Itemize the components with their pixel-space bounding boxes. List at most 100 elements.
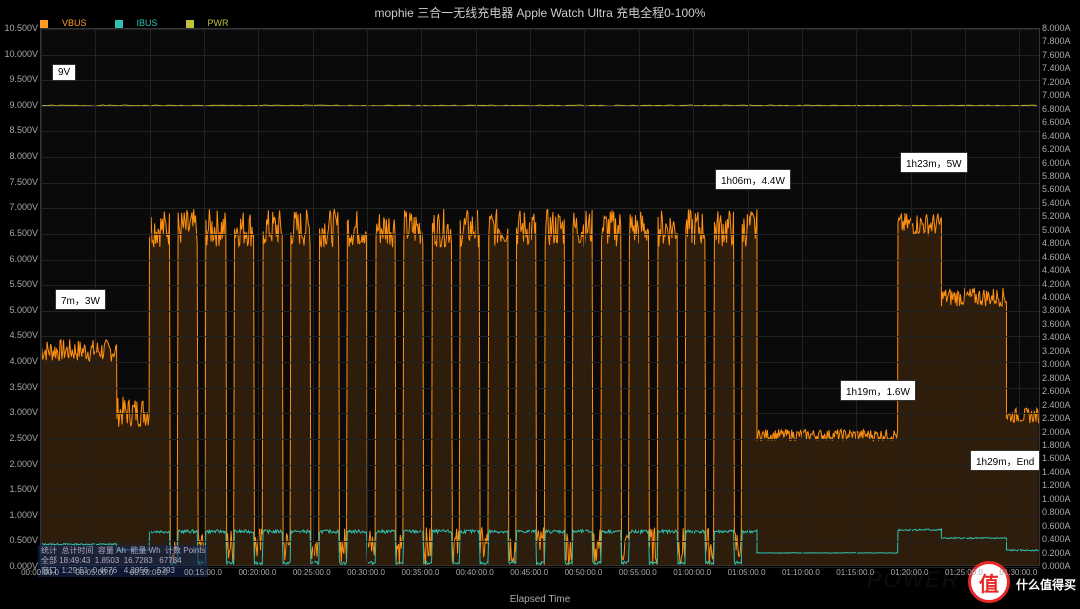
xtick: 01:00:00.0 [673,568,711,577]
xtick: 00:05:00.0 [75,568,113,577]
gridline-h [41,336,1039,337]
legend-item: VBUS [40,18,101,28]
ytick-right-a: 3.200A [1042,346,1071,356]
gridline-h [41,413,1039,414]
ytick-left: 2.000V [2,459,38,469]
ytick-right-a: 3.600A [1042,319,1071,329]
xtick: 00:40:00.0 [456,568,494,577]
gridline-h [41,362,1039,363]
ytick-right-a: 7.600A [1042,50,1071,60]
ytick-right-a: 6.200A [1042,144,1071,154]
gridline-h [41,55,1039,56]
xtick: 00:20:00.0 [238,568,276,577]
ytick-left: 7.000V [2,202,38,212]
ytick-left: 9.000V [2,100,38,110]
legend-label: VBUS [62,18,87,28]
gridline-v [693,29,694,565]
gridline-h [41,285,1039,286]
chart-root: mophie 三合一无线充电器 Apple Watch Ultra 充电全程0-… [0,0,1080,609]
gridline-v [802,29,803,565]
gridline-v [965,29,966,565]
ytick-right-a: 0.400A [1042,534,1071,544]
gridline-h [41,541,1039,542]
ytick-right-a: 7.200A [1042,77,1071,87]
ytick-left: 7.500V [2,177,38,187]
legend-label: IBUS [137,18,158,28]
watermark-text: 什么值得买 [1016,576,1076,593]
ytick-left: 2.500V [2,433,38,443]
gridline-v [258,29,259,565]
ytick-right-a: 0.200A [1042,548,1071,558]
ytick-right-a: 0.800A [1042,507,1071,517]
xtick: 01:15:00.0 [836,568,874,577]
ytick-right-a: 2.200A [1042,413,1071,423]
annotation-box: 1h19m，1.6W [840,380,916,401]
gridline-v [584,29,585,565]
xtick: 01:10:00.0 [782,568,820,577]
stats-row-all: 全部 18:49:43 1.8503 16.7283 67784 [41,556,182,565]
xtick: 00:25:00.0 [293,568,331,577]
ytick-left: 9.500V [2,74,38,84]
annotation-box: 1h06m，4.4W [715,169,791,190]
gridline-h [41,183,1039,184]
stats-header: 统计 总计时间 容量 Ah 能量 Wh 计数 Points [41,546,205,555]
xtick: 00:15:00.0 [184,568,222,577]
ytick-right-a: 4.000A [1042,292,1071,302]
ytick-right-a: 7.400A [1042,63,1071,73]
ytick-left: 5.500V [2,279,38,289]
xtick: 01:05:00.0 [728,568,766,577]
ytick-right-a: 3.800A [1042,305,1071,315]
x-axis-label: Elapsed Time [0,594,1080,605]
ytick-left: 6.000V [2,254,38,264]
gridline-h [41,80,1039,81]
gridline-v [476,29,477,565]
gridline-h [41,260,1039,261]
ytick-left: 3.500V [2,382,38,392]
ytick-right-a: 4.800A [1042,238,1071,248]
gridline-h [41,516,1039,517]
ytick-left: 8.500V [2,125,38,135]
ytick-left: 8.000V [2,151,38,161]
ytick-right-a: 1.000A [1042,494,1071,504]
gridline-v [367,29,368,565]
xtick: 00:45:00.0 [510,568,548,577]
ytick-left: 1.000V [2,510,38,520]
ytick-right-a: 6.400A [1042,131,1071,141]
annotation-box: 1h23m，5W [900,152,968,173]
ytick-right-a: 6.000A [1042,158,1071,168]
ytick-right-a: 5.200A [1042,211,1071,221]
ytick-right-a: 1.600A [1042,453,1071,463]
gridline-h [41,490,1039,491]
xtick: 00:35:00.0 [402,568,440,577]
gridline-v [639,29,640,565]
ytick-right-a: 1.800A [1042,440,1071,450]
annotation-box: 9V [52,64,76,81]
ytick-right-a: 4.400A [1042,265,1071,275]
xtick: 01:25:00.0 [945,568,983,577]
ytick-right-a: 6.600A [1042,117,1071,127]
legend-swatch [186,20,194,28]
gridline-h [41,131,1039,132]
stats-box: 统计 总计时间 容量 Ah 能量 Wh 计数 Points 全部 18:49:4… [38,545,208,577]
gridline-h [41,465,1039,466]
gridline-h [41,439,1039,440]
xtick: 00:10:00.0 [130,568,168,577]
gridline-v [204,29,205,565]
gridline-h [41,311,1039,312]
ytick-left: 3.000V [2,407,38,417]
ytick-right-a: 1.400A [1042,467,1071,477]
gridline-h [41,157,1039,158]
annotation-box: 1h29m，End [970,450,1040,471]
xtick: 00:55:00.0 [619,568,657,577]
xtick: 01:20:00.0 [891,568,929,577]
ytick-left: 0.500V [2,535,38,545]
gridline-v [421,29,422,565]
ytick-right-a: 7.000A [1042,90,1071,100]
ytick-left: 5.000V [2,305,38,315]
ytick-right-a: 1.200A [1042,480,1071,490]
ytick-left: 6.500V [2,228,38,238]
xtick: 00:30:00.0 [347,568,385,577]
ytick-left: 10.000V [2,49,38,59]
ytick-right-a: 6.800A [1042,104,1071,114]
ytick-right-a: 5.000A [1042,225,1071,235]
